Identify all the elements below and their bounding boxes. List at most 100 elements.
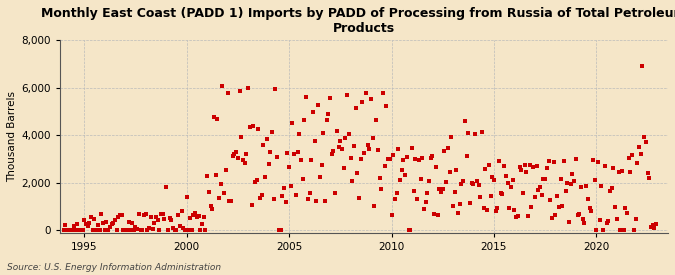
Point bbox=[134, 211, 144, 216]
Point bbox=[437, 186, 448, 191]
Point bbox=[214, 196, 225, 200]
Point bbox=[330, 191, 341, 195]
Point bbox=[461, 153, 472, 158]
Point bbox=[308, 110, 319, 114]
Point bbox=[74, 228, 84, 232]
Point bbox=[157, 211, 168, 216]
Point bbox=[360, 91, 371, 95]
Point bbox=[605, 188, 616, 193]
Point bbox=[122, 228, 132, 232]
Point bbox=[180, 228, 190, 232]
Point bbox=[418, 207, 429, 211]
Point bbox=[500, 174, 511, 178]
Point bbox=[603, 219, 614, 223]
Point bbox=[292, 150, 303, 154]
Point bbox=[502, 180, 513, 185]
Point bbox=[396, 167, 407, 172]
Point bbox=[516, 168, 526, 172]
Point bbox=[167, 226, 178, 230]
Point bbox=[272, 155, 283, 160]
Point bbox=[601, 221, 612, 225]
Point bbox=[639, 135, 649, 139]
Point bbox=[319, 199, 330, 203]
Point bbox=[229, 152, 240, 156]
Point bbox=[473, 183, 484, 187]
Point bbox=[318, 131, 329, 136]
Point bbox=[321, 118, 332, 123]
Point bbox=[572, 213, 583, 218]
Point bbox=[217, 84, 228, 89]
Point bbox=[268, 196, 279, 201]
Point bbox=[451, 168, 462, 172]
Point bbox=[118, 228, 129, 232]
Point bbox=[142, 228, 153, 232]
Point bbox=[195, 228, 206, 232]
Point bbox=[608, 166, 619, 170]
Point bbox=[577, 217, 588, 221]
Point bbox=[80, 221, 91, 226]
Point bbox=[526, 205, 537, 210]
Point bbox=[485, 194, 496, 199]
Point bbox=[60, 223, 71, 227]
Point bbox=[209, 115, 219, 119]
Point bbox=[448, 204, 458, 208]
Point bbox=[192, 215, 202, 219]
Point bbox=[153, 218, 163, 222]
Point bbox=[635, 152, 646, 156]
Point bbox=[616, 169, 627, 174]
Point bbox=[535, 185, 545, 189]
Point bbox=[586, 209, 597, 213]
Point bbox=[140, 211, 151, 216]
Point bbox=[219, 191, 230, 195]
Point bbox=[615, 228, 626, 232]
Point bbox=[518, 191, 529, 196]
Point bbox=[232, 156, 243, 160]
Point bbox=[86, 214, 97, 219]
Point bbox=[528, 164, 539, 169]
Point bbox=[151, 214, 161, 219]
Point bbox=[649, 226, 659, 230]
Point bbox=[128, 228, 139, 232]
Point bbox=[595, 218, 605, 222]
Point bbox=[182, 195, 192, 199]
Point bbox=[641, 140, 651, 144]
Point bbox=[475, 195, 486, 200]
Point bbox=[454, 202, 465, 206]
Point bbox=[225, 199, 236, 204]
Point bbox=[302, 197, 313, 201]
Point bbox=[441, 180, 452, 184]
Point bbox=[562, 180, 572, 185]
Point bbox=[417, 156, 428, 160]
Point bbox=[521, 170, 532, 174]
Point bbox=[541, 166, 552, 170]
Point bbox=[612, 217, 622, 221]
Point bbox=[554, 205, 564, 210]
Point bbox=[313, 103, 323, 108]
Point bbox=[147, 227, 158, 231]
Point bbox=[109, 218, 120, 222]
Point bbox=[567, 172, 578, 177]
Point bbox=[263, 162, 274, 166]
Point bbox=[400, 172, 410, 177]
Point bbox=[222, 91, 233, 95]
Point bbox=[537, 193, 547, 197]
Point bbox=[108, 221, 119, 226]
Point bbox=[221, 168, 232, 173]
Point bbox=[644, 176, 655, 180]
Point bbox=[163, 228, 173, 232]
Point bbox=[543, 159, 554, 163]
Point bbox=[309, 139, 320, 144]
Point bbox=[315, 175, 325, 179]
Point bbox=[439, 148, 450, 153]
Point bbox=[250, 180, 261, 184]
Point bbox=[234, 89, 245, 94]
Point bbox=[355, 157, 366, 162]
Point bbox=[620, 205, 630, 210]
Point bbox=[132, 226, 142, 231]
Point bbox=[270, 87, 281, 91]
Point bbox=[348, 144, 359, 148]
Point bbox=[174, 224, 185, 228]
Point bbox=[369, 203, 380, 208]
Point bbox=[547, 216, 558, 221]
Point bbox=[328, 148, 339, 153]
